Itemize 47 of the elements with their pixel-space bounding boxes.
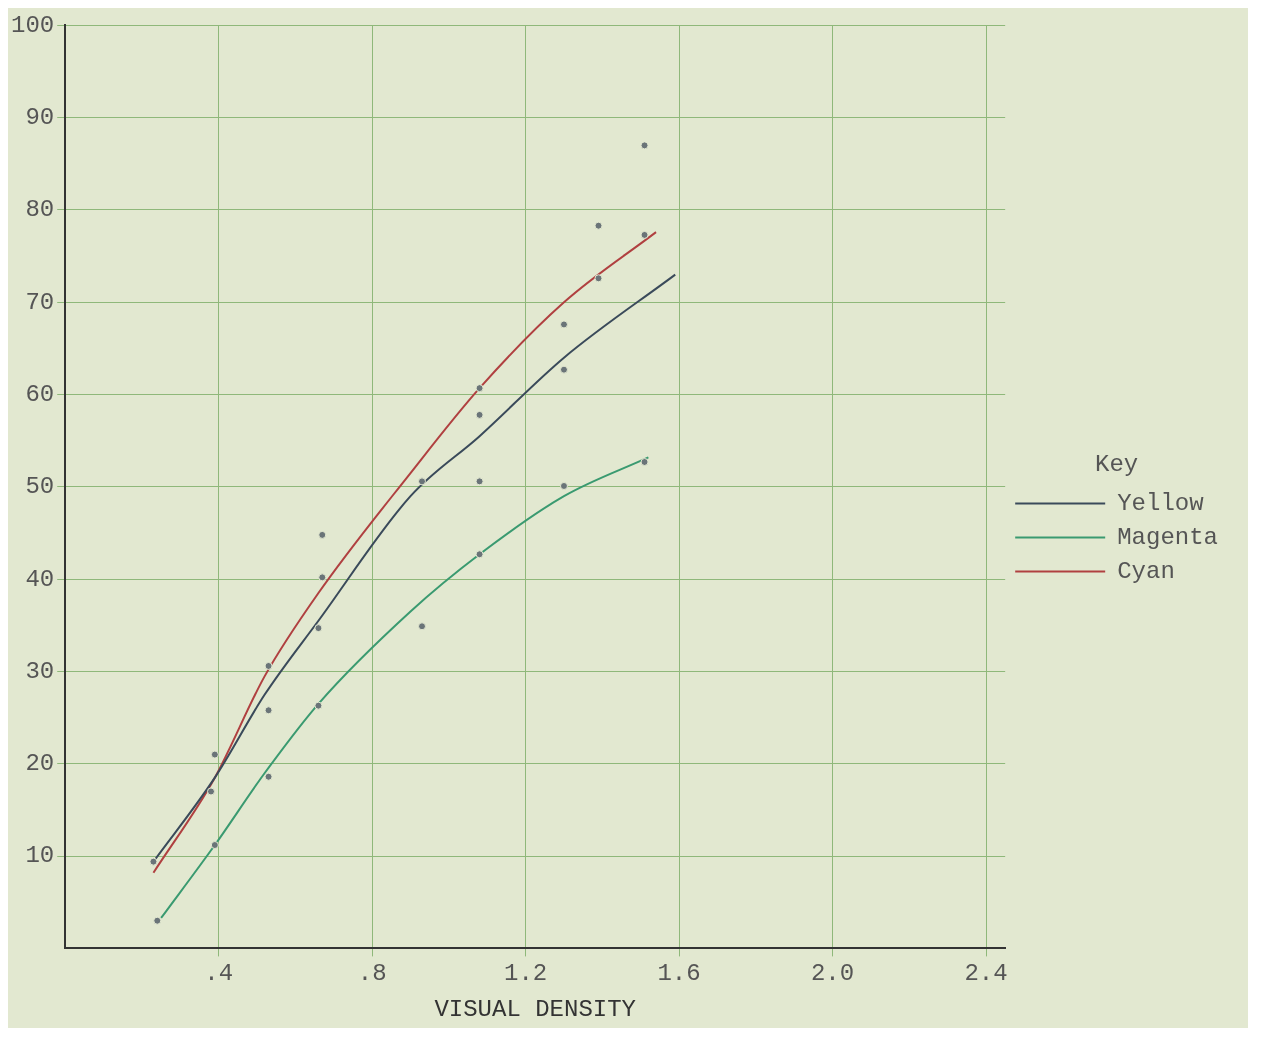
point	[475, 384, 484, 393]
point	[418, 622, 427, 631]
y-tick-label: 90	[25, 104, 55, 132]
legend-label: Magenta	[1117, 523, 1219, 551]
y-tick-label: 50	[25, 473, 55, 501]
x-axis-title: VISUAL DENSITY	[434, 995, 637, 1023]
x-tick-label: 1.6	[657, 960, 701, 988]
point	[264, 772, 273, 781]
legend-title: Key	[1094, 450, 1139, 478]
x-tick-label: .4	[204, 960, 234, 988]
point	[475, 477, 484, 486]
x-tick-label: 2.0	[810, 960, 855, 988]
x-tick-label: .8	[357, 960, 387, 988]
point	[318, 573, 327, 582]
y-tick-label: 20	[25, 750, 55, 778]
point	[418, 477, 427, 486]
y-tick-label: 80	[25, 196, 55, 224]
y-tick-label: 30	[25, 657, 55, 685]
y-tick-label: 40	[25, 565, 55, 593]
y-tick-label: 60	[25, 380, 55, 408]
point	[559, 365, 568, 374]
point	[640, 457, 649, 466]
y-tick-label: 100	[10, 11, 55, 39]
x-tick-label: 2.4	[964, 960, 1008, 988]
point	[149, 857, 158, 866]
point	[594, 221, 603, 230]
x-tick-label: 1.2	[503, 960, 548, 988]
point	[559, 320, 568, 329]
point	[640, 141, 649, 150]
point	[318, 530, 327, 539]
y-tick-label: 70	[25, 288, 55, 316]
legend-label: Cyan	[1117, 557, 1175, 585]
point	[475, 550, 484, 559]
point	[594, 274, 603, 283]
point	[559, 481, 568, 490]
point	[264, 706, 273, 715]
point	[640, 230, 649, 239]
legend-label: Yellow	[1117, 489, 1205, 517]
point	[264, 661, 273, 670]
point	[210, 841, 219, 850]
point	[314, 701, 323, 710]
point	[314, 624, 323, 633]
point	[153, 916, 162, 925]
y-tick-label: 10	[25, 842, 55, 870]
point	[207, 787, 215, 796]
point	[210, 750, 219, 759]
point	[475, 410, 484, 419]
